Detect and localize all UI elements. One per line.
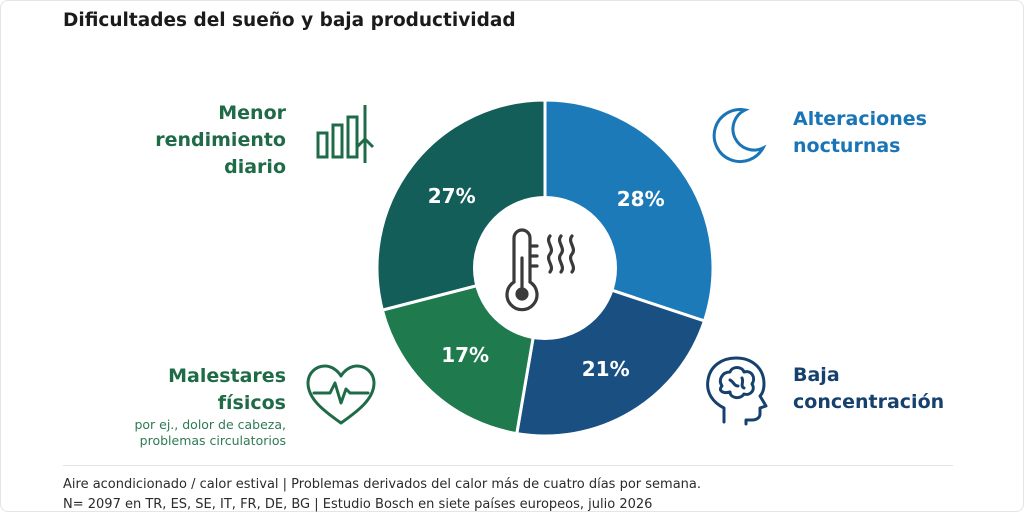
label-baja-line-1: Baja [793, 364, 840, 386]
slice-value-label: 21% [582, 357, 630, 381]
bar-chart-up-icon [316, 105, 375, 163]
label-menor-line-1: Menor [218, 102, 286, 124]
label-malestares-sub-1: por ej., dolor de cabeza, [134, 417, 286, 432]
label-menor-line-2: rendimiento [155, 129, 286, 151]
slice-value-label: 17% [441, 343, 489, 367]
footnote-line-2: N= 2097 en TR, ES, SE, IT, FR, DE, BG | … [63, 497, 653, 512]
footnote: Aire acondicionado / calor estival | Pro… [63, 475, 963, 515]
moon-icon [712, 108, 767, 163]
slice-value-label: 27% [428, 184, 476, 208]
label-alteraciones-nocturnas: Alteraciones nocturnas [793, 106, 927, 160]
label-malestares-fisicos: Malestares físicos por ej., dolor de cab… [134, 363, 286, 449]
label-baja-concentracion: Baja concentración [793, 362, 944, 416]
label-menor-line-3: diario [224, 156, 286, 178]
label-alteraciones-line-2: nocturnas [793, 135, 901, 157]
label-malestares-line-2: físicos [217, 392, 286, 414]
label-malestares-line-1: Malestares [168, 365, 286, 387]
footnote-line-1: Aire acondicionado / calor estival | Pro… [63, 477, 702, 492]
thermometer-heat-icon [505, 228, 576, 312]
head-brain-icon [706, 356, 768, 426]
label-menor-rendimiento: Menor rendimiento diario [155, 100, 286, 181]
donut-hole [473, 196, 617, 340]
heart-pulse-icon [306, 364, 376, 425]
label-malestares-sub-2: problemas circulatorios [139, 433, 286, 448]
footnote-divider [63, 465, 953, 466]
label-baja-line-2: concentración [793, 391, 945, 413]
chart-title: Dificultades del sueño y baja productivi… [63, 10, 516, 31]
slice-value-label: 28% [617, 187, 665, 211]
label-alteraciones-line-1: Alteraciones [793, 108, 927, 130]
